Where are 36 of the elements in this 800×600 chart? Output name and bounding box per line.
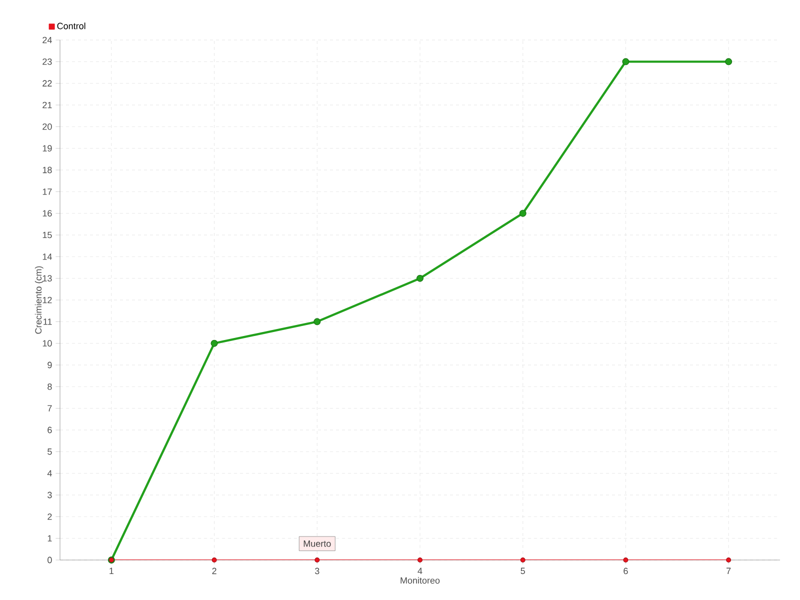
y-tick-label: 2 (48, 514, 52, 520)
y-tick-label: 9 (48, 362, 52, 368)
x-tick-label: 6 (624, 568, 628, 574)
x-tick-label: 7 (726, 568, 731, 574)
y-axis-title: Crecimiento (cm) (34, 266, 44, 334)
y-tick-label: 15 (42, 232, 52, 238)
y-tick-label: 13 (42, 275, 52, 282)
x-tick-label: 5 (520, 568, 525, 574)
y-tick-label: 4 (47, 470, 52, 476)
y-tick-label: 3 (48, 492, 52, 498)
legend-label: Control (57, 22, 86, 30)
x-axis-title: Monitoreo (400, 577, 440, 584)
y-tick-label: 19 (42, 145, 52, 152)
y-tick-label: 7 (48, 405, 52, 412)
y-tick-label: 1 (48, 535, 52, 542)
y-tick-label: 24 (42, 36, 52, 44)
y-tick-label: 0 (48, 556, 52, 564)
y-tick-label: 22 (42, 80, 52, 86)
y-tick-label: 5 (48, 448, 52, 455)
y-tick-label: 18 (42, 166, 52, 174)
y-tick-label: 10 (42, 340, 52, 347)
x-tick-label: 3 (314, 568, 320, 574)
x-tick-label: 2 (212, 568, 216, 574)
y-tick-label: 21 (42, 102, 52, 108)
y-tick-label: 16 (42, 210, 52, 217)
y-tick-label: 17 (42, 188, 52, 195)
x-tick-label: 4 (418, 568, 422, 574)
y-tick-label: 8 (48, 383, 52, 390)
annotation: Muerto (304, 540, 331, 547)
y-tick-label: 23 (42, 58, 52, 65)
y-tick-label: 6 (48, 426, 52, 434)
x-tick-label: 1 (110, 568, 114, 574)
y-tick-label: 11 (44, 318, 52, 325)
y-tick-label: 20 (42, 123, 52, 130)
y-tick-label: 12 (42, 296, 52, 304)
y-tick-label: 14 (42, 254, 52, 260)
